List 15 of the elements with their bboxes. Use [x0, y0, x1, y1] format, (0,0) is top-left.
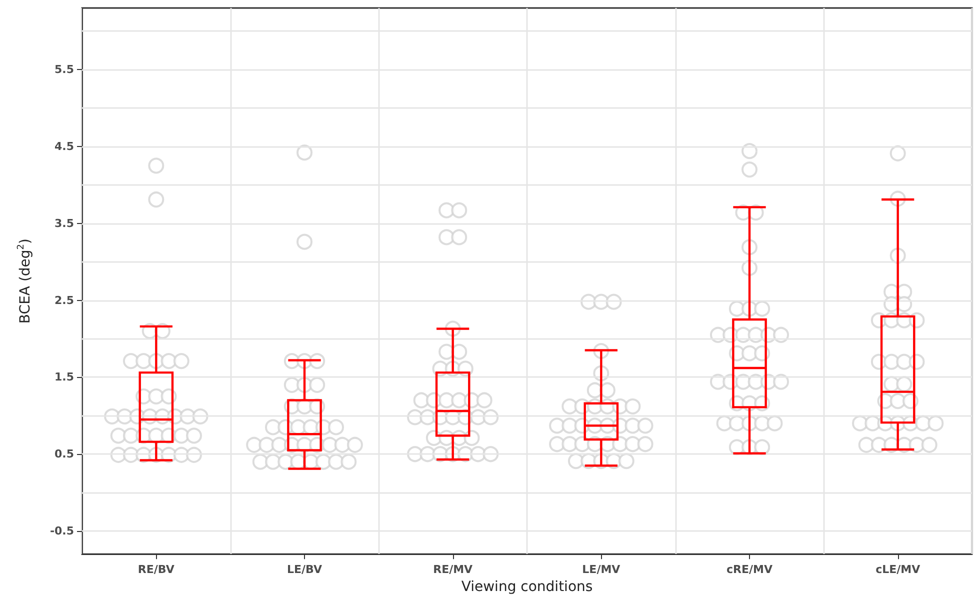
x-tick-label: cRE/MV: [726, 563, 773, 576]
x-axis-title: Viewing conditions: [461, 579, 593, 595]
x-tick-label: LE/BV: [287, 563, 322, 576]
y-tick-label: 4.5: [54, 140, 74, 153]
x-tick-label: cLE/MV: [876, 563, 921, 576]
y-tick-label: 2.5: [54, 294, 74, 307]
y-tick-label: 0.5: [54, 448, 74, 461]
y-tick-label: 1.5: [54, 370, 74, 384]
y-tick-label: -0.5: [50, 524, 74, 538]
y-tick-label: 3.5: [54, 216, 74, 230]
x-tick-label: RE/MV: [433, 563, 474, 576]
x-tick-label: LE/MV: [582, 563, 621, 576]
y-axis-title: BCEA (deg2): [16, 238, 34, 324]
x-tick-label: RE/BV: [138, 563, 175, 576]
y-tick-label: 5.5: [54, 63, 74, 76]
